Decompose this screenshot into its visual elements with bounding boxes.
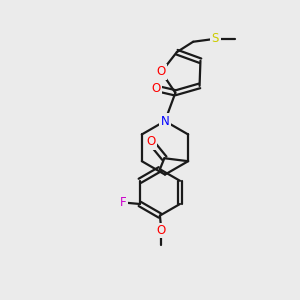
Text: O: O <box>146 135 156 148</box>
Text: N: N <box>160 115 169 128</box>
Text: O: O <box>152 82 161 95</box>
Text: O: O <box>157 224 166 237</box>
Text: S: S <box>212 32 219 45</box>
Text: F: F <box>120 196 127 209</box>
Text: O: O <box>157 65 166 79</box>
